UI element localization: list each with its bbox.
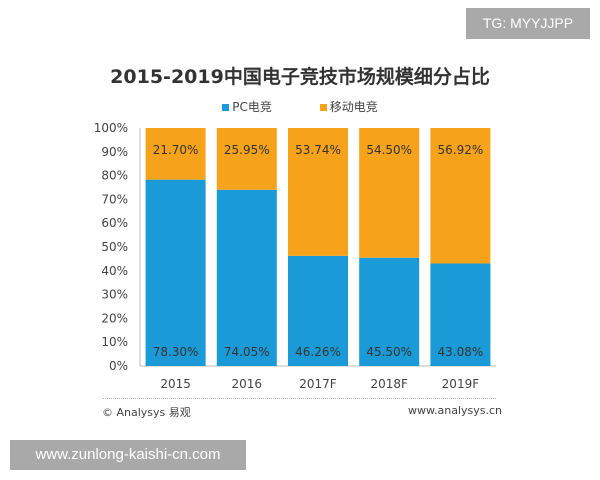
legend: PC电竞 移动电竞 — [0, 98, 600, 115]
bar-segment-mobile — [145, 128, 206, 180]
y-tick-label: 30% — [101, 288, 128, 302]
x-tick-label: 2019F — [442, 377, 480, 391]
footer-divider — [102, 398, 496, 399]
footer-url: www.analysys.cn — [408, 404, 502, 417]
y-tick-label: 50% — [101, 240, 128, 254]
legend-item-pc: PC电竞 — [222, 98, 272, 115]
data-label: 25.95% — [224, 143, 270, 157]
legend-label-mobile: 移动电竞 — [329, 100, 378, 114]
data-label: 46.26% — [295, 345, 341, 359]
bar-segment-pc — [359, 257, 420, 366]
x-tick-label: 2016 — [232, 377, 263, 391]
watermark-top: TG: MYYJJPP — [466, 8, 590, 39]
x-tick-label: 2015 — [160, 377, 191, 391]
footer-source: © Analysys 易观 — [102, 406, 191, 419]
y-tick-label: 40% — [101, 264, 128, 278]
legend-swatch-pc — [222, 104, 230, 111]
bar-segment-pc — [430, 263, 491, 366]
y-tick-label: 70% — [101, 192, 128, 206]
data-label: 43.08% — [438, 345, 484, 359]
chart-title: 2015-2019中国电子竞技市场规模细分占比 — [110, 66, 490, 88]
watermark-bottom: www.zunlong-kaishi-cn.com — [10, 440, 246, 470]
x-tick-label: 2018F — [370, 377, 408, 391]
data-label: 54.50% — [366, 143, 412, 157]
legend-label-pc: PC电竞 — [232, 100, 272, 114]
bar-segment-pc — [145, 179, 206, 366]
legend-swatch-mobile — [319, 104, 327, 111]
y-tick-label: 90% — [101, 145, 128, 159]
bar-segment-pc — [216, 189, 277, 366]
bar-segment-mobile — [216, 128, 277, 190]
data-label: 78.30% — [153, 345, 199, 359]
bar-segment-pc — [288, 255, 348, 366]
y-tick-label: 0% — [109, 359, 128, 373]
y-tick-label: 10% — [101, 335, 128, 349]
bar-segment-mobile — [430, 128, 491, 264]
data-label: 53.74% — [295, 143, 341, 157]
y-tick-label: 100% — [94, 121, 128, 135]
y-tick-label: 20% — [101, 311, 128, 325]
legend-item-mobile: 移动电竞 — [319, 98, 378, 115]
data-label: 74.05% — [224, 345, 270, 359]
data-label: 45.50% — [366, 345, 412, 359]
y-tick-label: 80% — [101, 169, 128, 183]
y-tick-label: 60% — [101, 216, 128, 230]
x-tick-label: 2017F — [299, 377, 337, 391]
bar-segment-mobile — [288, 128, 348, 256]
data-label: 21.70% — [153, 143, 199, 157]
bar-segment-mobile — [359, 128, 420, 258]
data-label: 56.92% — [438, 143, 484, 157]
